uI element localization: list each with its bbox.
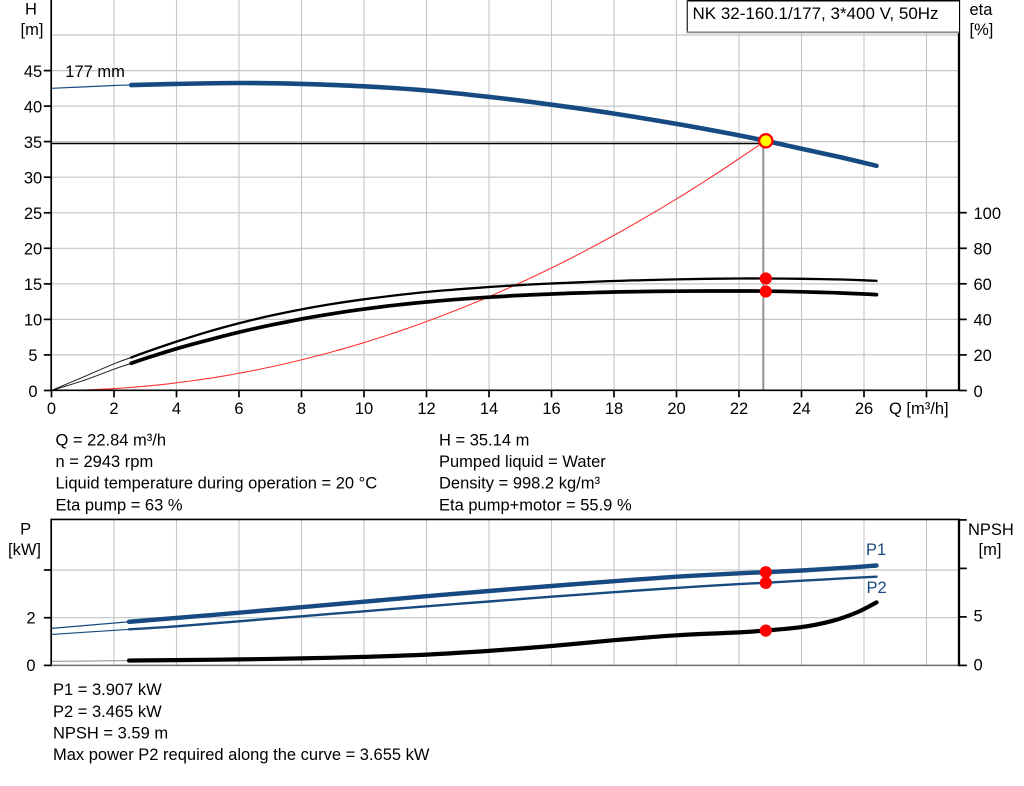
svg-text:6: 6	[234, 400, 243, 418]
svg-text:100: 100	[974, 205, 1002, 223]
svg-text:[kW]: [kW]	[8, 541, 41, 559]
svg-text:18: 18	[605, 400, 623, 418]
svg-text:16: 16	[542, 400, 560, 418]
svg-text:H = 35.14 m: H = 35.14 m	[439, 431, 529, 449]
svg-text:eta: eta	[970, 1, 994, 19]
svg-text:Eta pump = 63 %: Eta pump = 63 %	[56, 496, 183, 514]
svg-text:Pumped liquid = Water: Pumped liquid = Water	[439, 453, 606, 471]
svg-text:14: 14	[480, 400, 498, 418]
svg-text:P1: P1	[866, 541, 886, 559]
svg-text:10: 10	[24, 312, 42, 330]
svg-text:H: H	[25, 1, 37, 19]
svg-text:0: 0	[26, 657, 35, 675]
svg-text:n = 2943 rpm: n = 2943 rpm	[56, 453, 154, 471]
svg-text:NK 32-160.1/177, 3*400 V, 50Hz: NK 32-160.1/177, 3*400 V, 50Hz	[693, 4, 939, 23]
svg-text:NPSH = 3.59 m: NPSH = 3.59 m	[53, 725, 168, 743]
svg-text:0: 0	[974, 656, 983, 674]
svg-text:12: 12	[417, 400, 435, 418]
svg-text:80: 80	[974, 241, 992, 259]
svg-text:4: 4	[172, 400, 181, 418]
svg-text:26: 26	[855, 400, 873, 418]
svg-text:45: 45	[24, 63, 42, 81]
svg-text:Q = 22.84 m³/h: Q = 22.84 m³/h	[56, 431, 167, 449]
svg-text:35: 35	[24, 134, 42, 152]
svg-text:40: 40	[24, 98, 42, 116]
svg-text:0: 0	[47, 400, 56, 418]
svg-text:5: 5	[28, 347, 37, 365]
svg-text:20: 20	[24, 241, 42, 259]
svg-text:NPSH: NPSH	[968, 521, 1014, 539]
svg-text:Eta pump+motor = 55.9 %: Eta pump+motor = 55.9 %	[439, 496, 632, 514]
svg-text:10: 10	[355, 400, 373, 418]
svg-text:P2 = 3.465 kW: P2 = 3.465 kW	[53, 703, 162, 721]
svg-text:Q [m³/h]: Q [m³/h]	[889, 400, 949, 418]
svg-text:0: 0	[974, 383, 983, 401]
svg-text:40: 40	[974, 312, 992, 330]
svg-text:0: 0	[28, 383, 37, 401]
svg-text:Liquid temperature during oper: Liquid temperature during operation = 20…	[56, 475, 378, 493]
svg-text:177 mm: 177 mm	[65, 63, 125, 81]
svg-text:20: 20	[667, 400, 685, 418]
svg-text:30: 30	[24, 170, 42, 188]
svg-text:60: 60	[974, 276, 992, 294]
svg-text:[m]: [m]	[979, 541, 1002, 559]
svg-text:8: 8	[297, 400, 306, 418]
svg-text:[%]: [%]	[970, 21, 994, 39]
svg-text:15: 15	[24, 276, 42, 294]
svg-text:P1 = 3.907 kW: P1 = 3.907 kW	[53, 681, 162, 699]
svg-text:Density = 998.2 kg/m³: Density = 998.2 kg/m³	[439, 475, 600, 493]
svg-text:P2: P2	[867, 579, 887, 597]
svg-text:20: 20	[974, 347, 992, 365]
svg-text:2: 2	[26, 610, 35, 628]
svg-text:[m]: [m]	[21, 21, 44, 39]
svg-text:24: 24	[792, 400, 810, 418]
svg-text:P: P	[20, 521, 31, 539]
svg-text:Max power P2 required along th: Max power P2 required along the curve = …	[53, 746, 430, 764]
svg-text:5: 5	[974, 608, 983, 626]
svg-text:22: 22	[730, 400, 748, 418]
svg-text:2: 2	[109, 400, 118, 418]
svg-text:25: 25	[24, 205, 42, 223]
